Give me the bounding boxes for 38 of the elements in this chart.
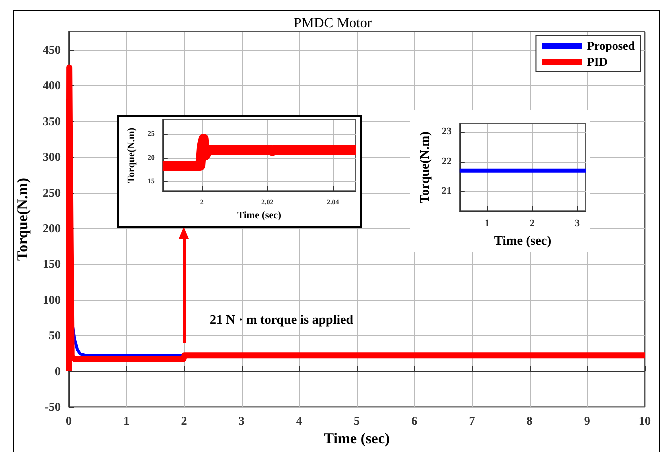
x-tick-label: 4	[296, 414, 302, 428]
y-tick-label: 450	[43, 42, 61, 57]
y-tick-label: 350	[43, 114, 61, 128]
x-tick-label: 10	[639, 414, 651, 428]
x-tick-label: 5	[354, 414, 360, 428]
y-tick-label: 200	[43, 221, 61, 236]
x-axis-title: Time (sec)	[237, 210, 282, 222]
x-axis-title: Time (sec)	[494, 233, 552, 248]
x-axis-title: Time (sec)	[324, 432, 390, 448]
y-tick-label: 22	[442, 156, 452, 168]
x-tick-label: 3	[238, 414, 245, 428]
y-tick-label: 100	[43, 292, 61, 307]
y-tick-label: 0	[55, 364, 61, 378]
y-tick-label: 21	[442, 186, 452, 198]
x-tick-label: 1	[484, 218, 490, 230]
x-tick-label: 2	[181, 414, 188, 428]
y-tick-label: 250	[43, 186, 61, 200]
legend-label: PID	[587, 55, 608, 69]
x-tick-label: 0	[66, 414, 72, 428]
y-tick-label: 150	[43, 257, 61, 272]
y-axis-title: Torque(N.m)	[16, 178, 32, 262]
chart-title: PMDC Motor	[294, 16, 372, 32]
legend-label: Proposed	[587, 39, 636, 53]
y-tick-label: 400	[43, 78, 61, 93]
annotation: 21 N · m torque is applied	[210, 312, 354, 327]
x-tick-label: 8	[526, 414, 533, 428]
y-axis-title: Torque(N.m)	[126, 128, 138, 184]
y-tick-label: 50	[49, 328, 61, 343]
x-tick-label: 9	[584, 414, 590, 428]
y-axis-title: Torque(N.m)	[417, 132, 432, 204]
x-tick-label: 6	[412, 414, 418, 428]
y-tick-label: 300	[43, 150, 61, 164]
x-tick-label: 2	[530, 218, 535, 230]
x-tick-label: 1	[124, 414, 130, 428]
y-tick-label: 23	[442, 126, 452, 138]
x-tick-label: 7	[469, 414, 476, 428]
x-tick-label: 3	[574, 218, 580, 230]
y-tick-label: -50	[45, 400, 61, 414]
